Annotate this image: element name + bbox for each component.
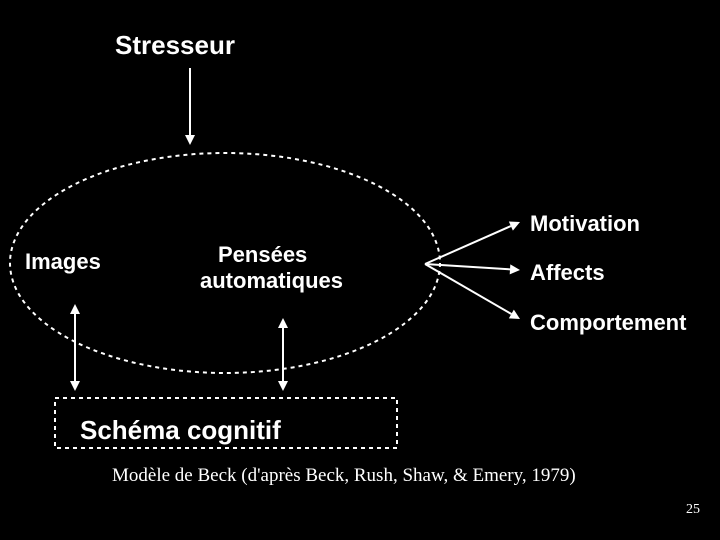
- caption-text: Modèle de Beck (d'après Beck, Rush, Shaw…: [112, 465, 576, 487]
- label-affects: Affects: [530, 260, 605, 286]
- label-motivation: Motivation: [530, 211, 640, 237]
- diagram-svg: [0, 0, 720, 540]
- slide: Stresseur Images Pensées automatiques Mo…: [0, 0, 720, 540]
- label-comportement: Comportement: [530, 310, 686, 336]
- label-images: Images: [25, 249, 101, 275]
- page-number: 25: [686, 502, 700, 518]
- label-pensees-line1: Pensées: [218, 242, 307, 268]
- label-stresseur: Stresseur: [115, 30, 235, 61]
- label-schema: Schéma cognitif: [80, 415, 281, 446]
- label-pensees-line2: automatiques: [200, 268, 343, 294]
